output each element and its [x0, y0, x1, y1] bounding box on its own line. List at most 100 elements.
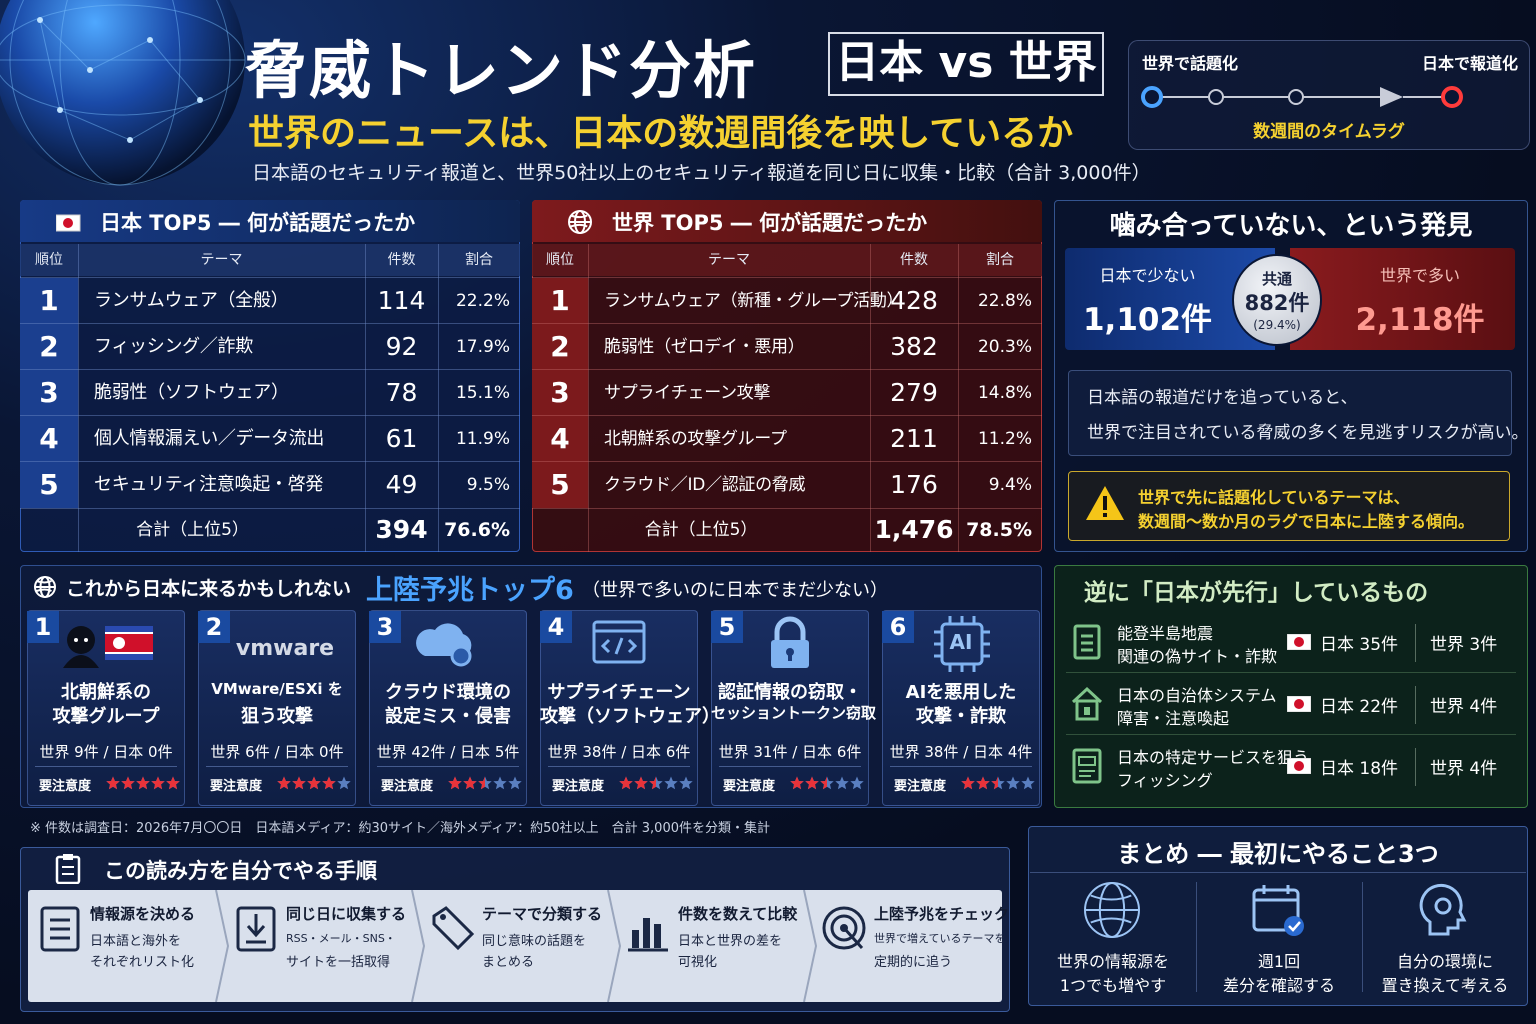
total-ratio: 76.6%: [444, 519, 510, 541]
icon-shape: [9, 0, 231, 186]
summary-panel: [1028, 826, 1528, 1006]
row-line: [532, 277, 1042, 278]
step-title: テーマで分類する: [482, 905, 603, 923]
card-divider: [548, 766, 690, 767]
count: 428: [890, 286, 938, 315]
rank: 1: [39, 284, 59, 317]
step-desc: まとめる: [482, 955, 535, 970]
ratio: 22.8%: [977, 291, 1032, 311]
rating-stars: [960, 775, 1040, 791]
rank: 2: [550, 330, 570, 363]
rank-cell: [532, 370, 588, 416]
japan-flag: [1286, 695, 1312, 713]
rating-stars: [105, 775, 185, 791]
rank: 2: [39, 330, 59, 363]
card-divider: [377, 766, 519, 767]
count: 78: [385, 378, 418, 407]
rating-star: [634, 776, 648, 790]
icon-shape: [1380, 87, 1403, 107]
rank-cell: [20, 462, 78, 508]
step-title: 件数を数えて比較: [678, 905, 798, 923]
step-chevron: [410, 889, 426, 1003]
step-icon: [820, 904, 868, 954]
row-label: 能登半島地震: [1117, 624, 1214, 643]
rating-label: 要注意度: [723, 779, 776, 794]
step-desc: 世界で増えているテーマを: [874, 932, 1006, 945]
globe-graphic: [0, 0, 250, 200]
icon-shape: [55, 855, 81, 885]
icon: [215, 889, 230, 1003]
summary-icon: [1416, 882, 1474, 940]
icon-shape: [632, 930, 639, 948]
rank-cell: [20, 416, 78, 462]
card-rank: 2: [198, 611, 230, 643]
card-counts: 世界 6件 / 日本 0件: [210, 743, 344, 761]
step-desc: RSS・メール・SNS・: [286, 932, 396, 945]
step-desc: 定期的に追う: [874, 955, 953, 970]
icon: [1071, 686, 1103, 721]
warning-box: [1068, 471, 1510, 541]
theme: ランサムウェア（全般）: [94, 290, 289, 311]
card-label: 北朝鮮系の: [61, 682, 151, 703]
rating-star: [151, 776, 165, 790]
column-header: 順位: [35, 252, 63, 268]
summary-divider: [1362, 882, 1363, 992]
card-label: 設定ミス・侵害: [385, 706, 511, 727]
rating-star: [835, 776, 849, 790]
theme: サプライチェーン攻撃: [604, 383, 771, 403]
icon-shape: [1208, 89, 1224, 105]
step-icon: [428, 904, 476, 954]
icon-shape: [842, 926, 864, 950]
rating-label: 要注意度: [381, 779, 434, 794]
count: 114: [377, 286, 426, 315]
step-chevron: [214, 889, 230, 1003]
row-divider: [1415, 686, 1416, 724]
rating-label: 要注意度: [39, 779, 92, 794]
total-count: 394: [375, 515, 428, 544]
row-icon: [1071, 624, 1103, 660]
rank: 1: [550, 284, 570, 317]
rating-star: [322, 776, 336, 790]
icon-shape: [105, 634, 153, 652]
footnote: ※ 件数は調査日：2026年7月〇〇日 日本語メディア：約30サイト／海外メディ…: [30, 821, 770, 836]
rating-star: [448, 776, 462, 790]
total-ratio: 78.5%: [966, 519, 1032, 541]
card-icon: [53, 614, 159, 674]
icon-shape: [1294, 761, 1304, 771]
table-header: [532, 200, 1042, 242]
card-label: VMware/ESXi を: [211, 680, 343, 698]
summary-line: [1030, 872, 1526, 873]
step-desc: 可視化: [678, 955, 718, 970]
column-line: [958, 244, 959, 552]
rating-star: [664, 776, 678, 790]
icon-shape: [592, 620, 646, 664]
summary-text: 週1回: [1257, 952, 1301, 971]
japan-count: 日本 18件: [1320, 759, 1399, 779]
card-rank: 5: [711, 611, 743, 643]
forecast-lead: これから日本に来るかもしれない: [66, 578, 352, 600]
row-line: [20, 323, 520, 324]
icon: [236, 906, 276, 952]
step-desc: 日本語と海外を: [90, 934, 182, 949]
summary-text: 置き換えて考える: [1381, 976, 1509, 995]
japan-count: 1,102件: [1082, 302, 1213, 338]
icon-shape: [147, 37, 153, 43]
rating-star: [619, 776, 633, 790]
icon-shape: [788, 652, 792, 661]
forecast-panel: [20, 565, 1042, 808]
description: 日本語のセキュリティ報道と、世界50社以上のセキュリティ報道を同じ日に収集・比較…: [252, 162, 1151, 184]
japan-count: 日本 35件: [1320, 635, 1399, 655]
total-label: 合計（上位5）: [644, 520, 758, 540]
theme: 脆弱性（ゼロデイ・悪用）: [604, 337, 805, 357]
icon-shape: [1084, 707, 1090, 715]
icon-shape: [1071, 686, 1103, 704]
summary-title: まとめ ― 最初にやること3つ: [1117, 840, 1439, 868]
card-label: 狙う攻撃: [241, 706, 313, 727]
step-title: 上陸予兆をチェック: [874, 905, 1010, 923]
theme: フィッシング／詐欺: [94, 336, 253, 357]
icon-shape: [1284, 916, 1304, 936]
column-line: [365, 244, 366, 552]
step-title: 情報源を決める: [90, 905, 196, 923]
icon-shape: [84, 638, 88, 642]
icon-shape: [37, 17, 203, 143]
